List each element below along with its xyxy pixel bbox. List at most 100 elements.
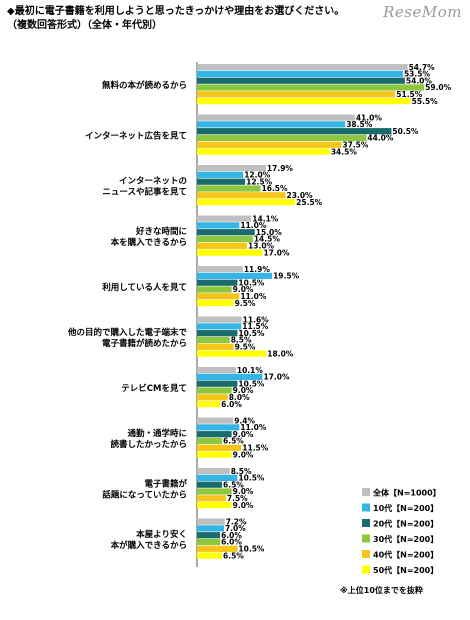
data-label: 11.9%	[244, 265, 271, 274]
bar	[197, 134, 367, 142]
bar	[197, 481, 223, 488]
data-label: 9.0%	[233, 386, 254, 395]
data-label: 23.0%	[287, 191, 314, 200]
bar	[197, 502, 232, 509]
data-label: 17.0%	[263, 373, 290, 382]
data-label: 9.0%	[233, 450, 254, 459]
category-label: 本屋より安く	[136, 529, 187, 540]
legend-label: 30代【N=200】	[373, 534, 438, 544]
bar	[197, 114, 355, 121]
data-label: 9.5%	[235, 343, 256, 352]
bar	[197, 178, 246, 185]
bar	[197, 468, 230, 475]
category-label: インターネットの	[119, 175, 187, 186]
bar	[197, 488, 232, 495]
data-label: 9.4%	[234, 416, 255, 425]
data-label: 44.0%	[367, 134, 394, 143]
bar	[197, 266, 243, 273]
data-label: 51.5%	[396, 90, 423, 99]
category-label: 好きな時間に	[135, 226, 187, 237]
bar	[197, 249, 263, 256]
legend-label: 全体【N=1000】	[372, 488, 441, 498]
category-label: 無料の本が読めるから	[102, 80, 187, 91]
footnote: ※上位10位までを抜粋	[340, 586, 423, 595]
data-label: 10.5%	[238, 379, 265, 388]
bar	[197, 350, 267, 357]
category-label: 通勤・通学時に	[127, 428, 187, 439]
bar	[197, 552, 223, 559]
data-label: 25.5%	[296, 198, 323, 207]
legend-swatch	[362, 503, 370, 512]
bar	[197, 424, 240, 431]
data-label: 11.6%	[243, 315, 270, 324]
bar	[197, 215, 252, 222]
data-label: 11.5%	[242, 322, 269, 331]
bar	[197, 518, 225, 525]
bar	[197, 373, 263, 380]
bar	[197, 235, 253, 243]
bar	[197, 394, 228, 401]
legend-label: 20代【N=200】	[373, 519, 438, 529]
bar	[197, 343, 234, 350]
data-label: 59.0%	[425, 83, 452, 92]
data-label: 11.5%	[242, 444, 269, 453]
data-label: 6.0%	[221, 538, 242, 547]
bar	[197, 336, 230, 344]
data-label: 8.5%	[231, 336, 252, 345]
bar	[197, 417, 234, 424]
bar	[197, 431, 232, 438]
bar	[197, 330, 238, 337]
data-label: 53.5%	[404, 70, 431, 79]
legend-swatch	[362, 550, 370, 558]
bar	[197, 64, 408, 71]
data-label: 9.0%	[233, 501, 254, 510]
legend-label: 40代【N=200】	[373, 550, 438, 560]
bar	[197, 444, 242, 451]
bar	[197, 367, 236, 374]
data-label: 14.1%	[252, 214, 279, 223]
bar	[197, 70, 403, 77]
bar	[197, 84, 425, 91]
data-label: 34.5%	[331, 147, 358, 156]
data-label: 10.5%	[238, 329, 265, 338]
legend-swatch	[362, 488, 370, 496]
data-label: 7.5%	[227, 494, 248, 503]
data-label: 10.5%	[238, 474, 265, 483]
category-label: 本が購入できるから	[111, 540, 187, 551]
data-label: 7.2%	[226, 517, 247, 526]
data-label: 6.5%	[223, 437, 244, 446]
legend-swatch	[362, 519, 370, 527]
data-label: 9.0%	[233, 487, 254, 496]
bar	[197, 323, 242, 330]
bar	[197, 387, 232, 394]
data-label: 54.7%	[409, 63, 436, 72]
bar	[197, 128, 392, 135]
bar	[197, 474, 238, 481]
bar	[197, 437, 223, 445]
bar	[197, 286, 232, 293]
data-label: 17.0%	[263, 248, 290, 257]
data-label: 6.5%	[223, 551, 244, 560]
data-label: 10.1%	[237, 366, 264, 375]
data-label: 16.5%	[262, 184, 289, 193]
bar	[197, 293, 240, 300]
bar	[197, 121, 346, 128]
data-label: 15.0%	[256, 228, 283, 237]
bar	[197, 185, 261, 192]
bar	[197, 272, 273, 279]
bar	[197, 532, 221, 539]
category-label: ニュースや記事を見て	[102, 186, 187, 197]
legend-swatch	[362, 534, 370, 543]
data-label: 9.5%	[235, 299, 256, 308]
data-label: 10.5%	[238, 545, 265, 554]
bar	[197, 300, 234, 307]
bar	[197, 538, 221, 546]
category-label: インターネット広告を見て	[85, 130, 187, 141]
bar	[197, 165, 266, 172]
category-label: テレビCMを見て	[121, 383, 187, 394]
category-label: 電子書籍が	[144, 478, 187, 489]
bar	[197, 451, 232, 458]
data-label: 6.0%	[221, 531, 242, 540]
bar	[197, 148, 330, 155]
data-label: 6.5%	[223, 480, 244, 489]
